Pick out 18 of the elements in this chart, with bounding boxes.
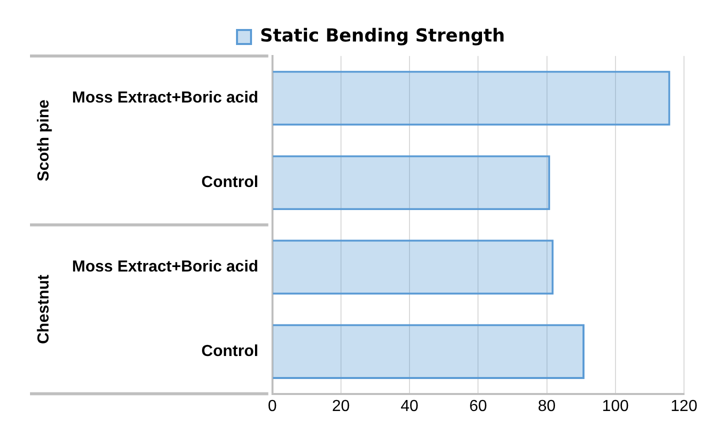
text: Chestnut [35, 274, 52, 344]
y-tick-label: Control [201, 342, 258, 360]
bar [272, 70, 670, 126]
x-tick-label: 60 [469, 398, 488, 415]
x-tick-label: 0 [268, 398, 277, 415]
y-tick-label: Moss Extract+Boric acid [72, 258, 258, 276]
x-tick-label: 120 [670, 398, 698, 415]
bar [272, 240, 554, 295]
bar [272, 324, 585, 380]
legend-label: Static Bending Strength [260, 26, 505, 47]
y-tick-label: Control [201, 174, 258, 192]
x-tick-label: 20 [332, 398, 350, 415]
text: Scoth pine [35, 99, 52, 182]
x-tick-label: 80 [538, 398, 556, 415]
bar [272, 155, 550, 210]
y-tick-label: Moss Extract+Boric acid [72, 90, 258, 107]
x-tick-label: 100 [602, 398, 629, 415]
x-tick-label: 40 [400, 398, 419, 415]
